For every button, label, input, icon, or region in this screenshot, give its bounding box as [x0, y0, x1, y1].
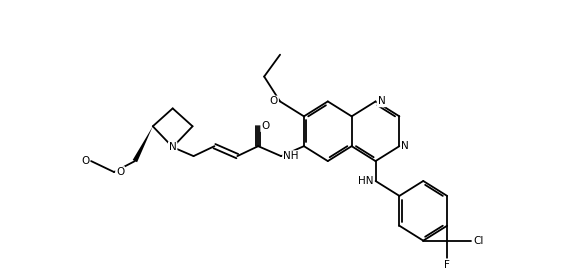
Text: O: O: [116, 167, 124, 177]
Text: F: F: [444, 259, 450, 270]
Text: HN: HN: [358, 176, 374, 186]
Polygon shape: [133, 126, 153, 162]
Text: NH: NH: [283, 151, 298, 161]
Text: O: O: [81, 156, 89, 166]
Text: N: N: [401, 141, 409, 151]
Text: N: N: [169, 142, 176, 152]
Text: O: O: [270, 97, 278, 106]
Text: O: O: [261, 121, 269, 131]
Text: N: N: [377, 97, 385, 106]
Text: Cl: Cl: [473, 236, 484, 246]
